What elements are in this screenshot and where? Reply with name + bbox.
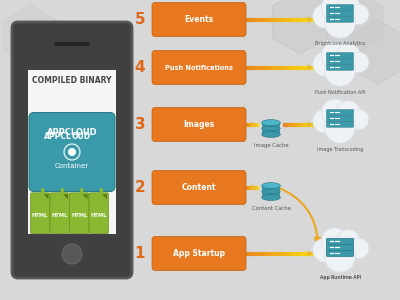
Ellipse shape bbox=[262, 120, 280, 126]
FancyBboxPatch shape bbox=[89, 193, 108, 233]
Circle shape bbox=[348, 238, 369, 259]
FancyBboxPatch shape bbox=[326, 250, 354, 256]
FancyBboxPatch shape bbox=[326, 244, 354, 250]
FancyBboxPatch shape bbox=[152, 107, 246, 142]
Circle shape bbox=[325, 112, 355, 143]
FancyBboxPatch shape bbox=[326, 250, 354, 256]
FancyArrowPatch shape bbox=[276, 187, 320, 243]
Text: OUD: OUD bbox=[72, 132, 91, 141]
FancyBboxPatch shape bbox=[326, 238, 354, 244]
FancyBboxPatch shape bbox=[326, 238, 354, 244]
Ellipse shape bbox=[262, 194, 280, 200]
Text: Content: Content bbox=[182, 183, 216, 192]
Ellipse shape bbox=[262, 183, 280, 189]
Text: Push Notification API: Push Notification API bbox=[315, 89, 365, 94]
Circle shape bbox=[313, 4, 336, 28]
Circle shape bbox=[337, 230, 360, 254]
Text: HTML: HTML bbox=[71, 212, 88, 217]
Circle shape bbox=[321, 228, 348, 255]
Circle shape bbox=[337, 230, 360, 254]
Circle shape bbox=[337, 44, 360, 68]
FancyBboxPatch shape bbox=[30, 193, 50, 233]
Circle shape bbox=[325, 56, 355, 86]
Circle shape bbox=[321, 42, 348, 69]
Text: Push Notifications: Push Notifications bbox=[165, 64, 233, 70]
Text: Events: Events bbox=[184, 15, 214, 24]
Text: 4: 4 bbox=[135, 60, 145, 75]
FancyBboxPatch shape bbox=[326, 110, 354, 116]
Circle shape bbox=[321, 99, 348, 126]
Circle shape bbox=[325, 242, 355, 272]
Polygon shape bbox=[262, 186, 280, 197]
Text: App Runtime API: App Runtime API bbox=[320, 275, 360, 281]
FancyBboxPatch shape bbox=[70, 193, 89, 233]
Circle shape bbox=[313, 238, 336, 262]
Ellipse shape bbox=[262, 190, 280, 194]
Circle shape bbox=[68, 148, 76, 156]
FancyBboxPatch shape bbox=[29, 112, 115, 191]
Text: 2: 2 bbox=[135, 180, 145, 195]
Text: APPCLOUD: APPCLOUD bbox=[47, 128, 97, 137]
Text: COMPILED BINARY: COMPILED BINARY bbox=[32, 76, 112, 85]
Text: HTML: HTML bbox=[90, 212, 107, 217]
FancyBboxPatch shape bbox=[12, 22, 132, 278]
Text: Content Cache: Content Cache bbox=[252, 206, 290, 211]
Text: Brightcove Analytics: Brightcove Analytics bbox=[315, 41, 365, 46]
Circle shape bbox=[325, 8, 355, 38]
Text: App Runtime API: App Runtime API bbox=[320, 275, 360, 281]
Ellipse shape bbox=[262, 131, 280, 137]
FancyBboxPatch shape bbox=[326, 16, 354, 22]
Circle shape bbox=[348, 109, 369, 130]
Polygon shape bbox=[44, 194, 48, 199]
Text: 1: 1 bbox=[135, 246, 145, 261]
Circle shape bbox=[313, 109, 336, 133]
FancyBboxPatch shape bbox=[152, 50, 246, 85]
FancyBboxPatch shape bbox=[326, 244, 354, 250]
Circle shape bbox=[321, 228, 348, 255]
Circle shape bbox=[313, 238, 336, 262]
Polygon shape bbox=[82, 194, 88, 199]
Circle shape bbox=[337, 101, 360, 124]
Text: App Startup: App Startup bbox=[173, 249, 225, 258]
FancyBboxPatch shape bbox=[326, 52, 354, 59]
Circle shape bbox=[321, 0, 348, 21]
Polygon shape bbox=[102, 194, 107, 199]
Text: Container: Container bbox=[55, 163, 89, 169]
Text: 3: 3 bbox=[135, 117, 145, 132]
Text: Images: Images bbox=[183, 120, 215, 129]
Polygon shape bbox=[262, 123, 280, 134]
FancyBboxPatch shape bbox=[50, 193, 70, 233]
Text: Image Transcoding: Image Transcoding bbox=[317, 146, 363, 152]
FancyBboxPatch shape bbox=[326, 116, 354, 122]
Text: APPCL: APPCL bbox=[44, 132, 72, 141]
Circle shape bbox=[348, 52, 369, 73]
FancyBboxPatch shape bbox=[152, 2, 246, 37]
Ellipse shape bbox=[262, 127, 280, 130]
Circle shape bbox=[313, 52, 336, 76]
FancyBboxPatch shape bbox=[326, 58, 354, 64]
FancyBboxPatch shape bbox=[152, 236, 246, 271]
FancyBboxPatch shape bbox=[326, 122, 354, 127]
FancyBboxPatch shape bbox=[28, 70, 116, 234]
Text: HTML: HTML bbox=[32, 212, 48, 217]
FancyBboxPatch shape bbox=[326, 11, 354, 16]
Text: Image Cache: Image Cache bbox=[254, 142, 288, 148]
Circle shape bbox=[348, 238, 369, 259]
Polygon shape bbox=[63, 194, 68, 199]
Text: HTML: HTML bbox=[52, 212, 68, 217]
FancyBboxPatch shape bbox=[326, 4, 354, 10]
FancyBboxPatch shape bbox=[152, 170, 246, 205]
Circle shape bbox=[325, 242, 355, 272]
FancyBboxPatch shape bbox=[326, 64, 354, 70]
Text: 5: 5 bbox=[135, 12, 145, 27]
Circle shape bbox=[337, 0, 360, 20]
Circle shape bbox=[62, 244, 82, 264]
Circle shape bbox=[348, 4, 369, 25]
